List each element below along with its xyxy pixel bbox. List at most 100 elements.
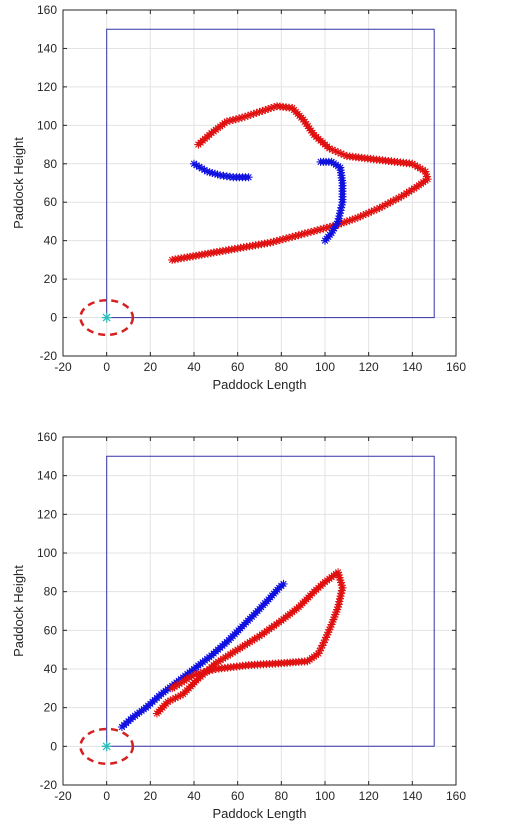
y-tick-label: 20 bbox=[44, 272, 58, 286]
y-tick-label: 0 bbox=[50, 739, 57, 753]
data-point bbox=[288, 232, 297, 241]
data-point bbox=[190, 670, 198, 679]
data-point bbox=[422, 172, 431, 181]
data-point bbox=[205, 666, 214, 675]
data-point bbox=[211, 169, 219, 178]
origin-star bbox=[101, 741, 112, 752]
x-tick-label: 40 bbox=[187, 360, 201, 374]
y-tick-label: 160 bbox=[37, 3, 57, 17]
data-point bbox=[383, 199, 392, 208]
x-tick-label: -20 bbox=[54, 360, 72, 374]
data-point bbox=[197, 164, 206, 173]
data-point bbox=[163, 697, 172, 706]
y-tick-label: 80 bbox=[44, 157, 58, 171]
data-point bbox=[272, 236, 281, 245]
x-tick-label: 80 bbox=[275, 789, 289, 803]
data-point bbox=[326, 623, 335, 632]
data-point bbox=[249, 109, 258, 118]
data-point bbox=[381, 201, 389, 210]
data-point bbox=[228, 648, 237, 657]
data-point bbox=[294, 231, 303, 240]
x-tick-label: 20 bbox=[144, 360, 158, 374]
y-axis-label: Paddock Height bbox=[11, 137, 26, 229]
paddock-boundary bbox=[106, 28, 435, 319]
data-point bbox=[338, 198, 347, 207]
data-point bbox=[278, 235, 287, 244]
x-tick-label: 100 bbox=[315, 789, 335, 803]
data-point bbox=[261, 106, 270, 114]
data-point bbox=[336, 209, 344, 218]
data-point bbox=[180, 676, 189, 685]
data-point bbox=[332, 219, 341, 228]
x-tick-label: 60 bbox=[231, 789, 245, 803]
data-point bbox=[255, 107, 264, 116]
data-point bbox=[336, 594, 344, 603]
data-point bbox=[421, 167, 430, 176]
data-point bbox=[173, 681, 181, 690]
data-point bbox=[338, 583, 347, 592]
data-point bbox=[269, 237, 278, 246]
y-tick-label: 40 bbox=[44, 234, 58, 248]
data-point bbox=[335, 597, 344, 606]
data-point bbox=[224, 651, 232, 660]
data-point bbox=[400, 190, 408, 199]
x-tick-label: 40 bbox=[187, 789, 201, 803]
y-tick-label: 80 bbox=[44, 585, 58, 599]
data-point bbox=[321, 636, 329, 644]
data-point bbox=[291, 232, 300, 240]
x-tick-label: -20 bbox=[54, 789, 72, 803]
data-point bbox=[335, 573, 344, 582]
x-tick-label: 0 bbox=[103, 789, 110, 803]
axes-box bbox=[62, 9, 457, 357]
data-point bbox=[174, 692, 182, 701]
data-point bbox=[231, 115, 240, 124]
data-point bbox=[340, 218, 349, 227]
y-tick-label: 0 bbox=[50, 311, 57, 325]
data-point bbox=[324, 628, 333, 637]
data-point bbox=[411, 161, 419, 170]
data-point bbox=[378, 202, 387, 211]
data-point bbox=[267, 104, 276, 112]
data-point bbox=[405, 187, 414, 196]
data-point bbox=[208, 665, 217, 674]
data-point bbox=[413, 162, 422, 171]
data-point bbox=[219, 654, 228, 663]
data-point bbox=[185, 673, 194, 682]
plot-top: -20 0 20 40 60 80 100 120 140 160 -20 0 20 40 60 80 100 1… bbox=[11, 3, 466, 392]
x-tick-label: 0 bbox=[103, 360, 110, 374]
y-tick-label: 140 bbox=[37, 469, 57, 483]
y-tick-label: 140 bbox=[37, 41, 57, 55]
x-axis-label: Paddock Length bbox=[213, 377, 307, 392]
data-point bbox=[168, 684, 177, 693]
data-point bbox=[313, 226, 322, 235]
data-point bbox=[316, 225, 325, 234]
y-tick-label: -20 bbox=[40, 349, 58, 363]
data-point bbox=[370, 206, 379, 215]
axes-box bbox=[62, 436, 457, 786]
data-point bbox=[310, 227, 319, 236]
data-point bbox=[337, 589, 346, 598]
origin-star bbox=[101, 312, 112, 323]
data-point bbox=[317, 644, 326, 653]
data-point bbox=[394, 193, 403, 202]
data-point bbox=[332, 608, 341, 617]
data-point bbox=[202, 667, 211, 676]
data-point bbox=[170, 682, 179, 691]
data-point bbox=[307, 227, 315, 236]
data-point bbox=[273, 102, 281, 111]
data-point bbox=[250, 635, 259, 644]
x-tick-label: 140 bbox=[402, 789, 422, 803]
data-point bbox=[331, 147, 340, 155]
data-point bbox=[392, 195, 400, 204]
data-point bbox=[213, 170, 222, 179]
data-point bbox=[270, 103, 279, 112]
x-tick-label: 60 bbox=[231, 360, 245, 374]
origin-circle bbox=[79, 727, 135, 765]
data-point bbox=[333, 605, 342, 614]
data-point bbox=[337, 586, 346, 595]
y-tick-label: 40 bbox=[44, 662, 58, 676]
data-point bbox=[176, 691, 185, 700]
data-point bbox=[200, 165, 209, 174]
data-point bbox=[330, 224, 339, 233]
data-point bbox=[334, 148, 343, 157]
